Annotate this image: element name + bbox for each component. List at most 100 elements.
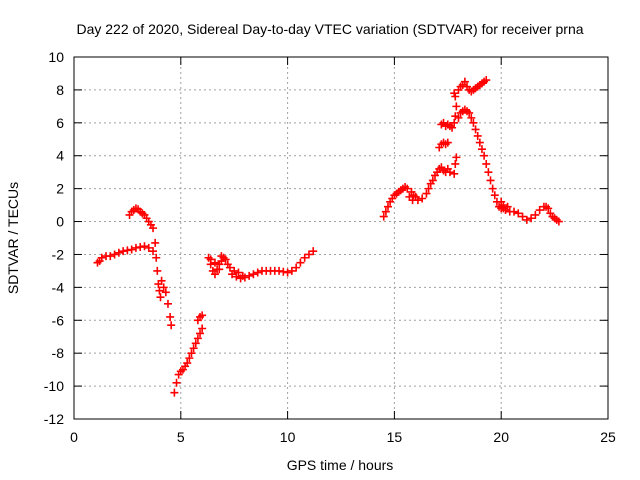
axis-ticks: 0 5 10 15 20 25 -12 -10 -8 -6 -4 -2 0 2 4 6 8 10 — [44, 49, 616, 445]
data-point — [467, 113, 476, 122]
data-point — [191, 339, 200, 348]
y-tick-label: -10 — [44, 378, 64, 394]
data-point — [198, 311, 207, 320]
data-point — [172, 378, 181, 387]
x-tick-label: 25 — [600, 429, 616, 445]
x-tick-label: 0 — [70, 429, 78, 445]
data-point — [206, 255, 215, 264]
data-point — [544, 204, 553, 213]
data-point — [287, 266, 296, 275]
data-point — [443, 138, 452, 147]
data-point — [149, 247, 158, 256]
x-tick-label: 10 — [280, 429, 296, 445]
plot-frame — [73, 56, 609, 420]
data-point — [477, 145, 486, 154]
data-point — [484, 168, 493, 177]
data-point — [187, 349, 196, 358]
chart-title: Day 222 of 2020, Sidereal Day-to-day VTE… — [76, 21, 583, 37]
data-point — [522, 215, 531, 224]
y-tick-label: -4 — [52, 279, 65, 295]
data-point — [422, 189, 431, 198]
data-point — [383, 202, 392, 211]
data-point — [151, 238, 160, 247]
data-point — [232, 272, 241, 281]
data-point — [155, 286, 164, 295]
data-point — [480, 151, 489, 160]
data-point — [428, 176, 437, 185]
y-tick-label: -12 — [44, 411, 64, 427]
data-point — [465, 108, 474, 117]
data-point — [236, 274, 245, 283]
data-point — [166, 312, 175, 321]
data-point — [527, 214, 536, 223]
data-point — [185, 354, 194, 363]
data-point — [163, 299, 172, 308]
data-point — [275, 266, 284, 275]
y-tick-label: -6 — [52, 312, 65, 328]
data-point — [210, 270, 219, 279]
data-point — [460, 77, 469, 86]
data-point — [424, 184, 433, 193]
data-point — [240, 273, 249, 282]
data-point — [499, 201, 508, 210]
data-point — [170, 388, 179, 397]
data-point — [123, 246, 132, 255]
data-point — [482, 76, 491, 85]
data-point — [234, 268, 243, 277]
x-tick-label: 5 — [177, 429, 185, 445]
data-point — [183, 359, 192, 368]
data-point — [140, 242, 149, 251]
data-point — [283, 268, 292, 277]
data-point — [475, 138, 484, 147]
data-point — [471, 125, 480, 134]
data-point — [119, 247, 128, 256]
data-point — [381, 207, 390, 216]
data-point — [292, 263, 301, 272]
data-point — [153, 266, 162, 275]
data-point — [215, 265, 224, 274]
data-point — [110, 250, 119, 259]
data-point — [531, 210, 540, 219]
data-point — [210, 258, 219, 267]
data-point — [157, 276, 166, 285]
data-point — [152, 253, 161, 262]
data-point — [451, 159, 460, 168]
data-point — [114, 248, 123, 257]
data-point — [450, 169, 459, 178]
y-tick-label: -8 — [52, 345, 65, 361]
data-point — [136, 243, 145, 252]
data-point — [490, 191, 499, 200]
data-point — [510, 207, 519, 216]
data-point — [249, 270, 258, 279]
data-point — [473, 131, 482, 140]
data-point — [156, 293, 165, 302]
data-point — [196, 329, 205, 338]
data-point — [486, 176, 495, 185]
data-point — [167, 321, 176, 330]
data-point — [228, 270, 237, 279]
data-point — [131, 243, 140, 252]
data-point — [217, 252, 226, 261]
data-point — [245, 271, 254, 280]
data-point — [452, 102, 461, 111]
data-point — [448, 123, 457, 132]
data-point — [225, 263, 234, 272]
data-point — [554, 217, 563, 226]
y-axis-label: SDTVAR / TECUs — [5, 182, 21, 294]
data-points — [93, 76, 563, 397]
data-point — [482, 159, 491, 168]
y-tick-label: 10 — [48, 49, 64, 65]
data-point — [159, 283, 168, 292]
data-point — [452, 153, 461, 162]
data-point — [418, 194, 427, 203]
data-point — [469, 118, 478, 127]
data-point — [253, 268, 262, 277]
data-point — [189, 344, 198, 353]
data-point — [535, 206, 544, 215]
data-point — [450, 118, 459, 127]
data-point — [454, 113, 463, 122]
data-point — [161, 288, 170, 297]
y-tick-label: -2 — [52, 246, 65, 262]
data-point — [379, 212, 388, 221]
data-point — [309, 247, 318, 256]
